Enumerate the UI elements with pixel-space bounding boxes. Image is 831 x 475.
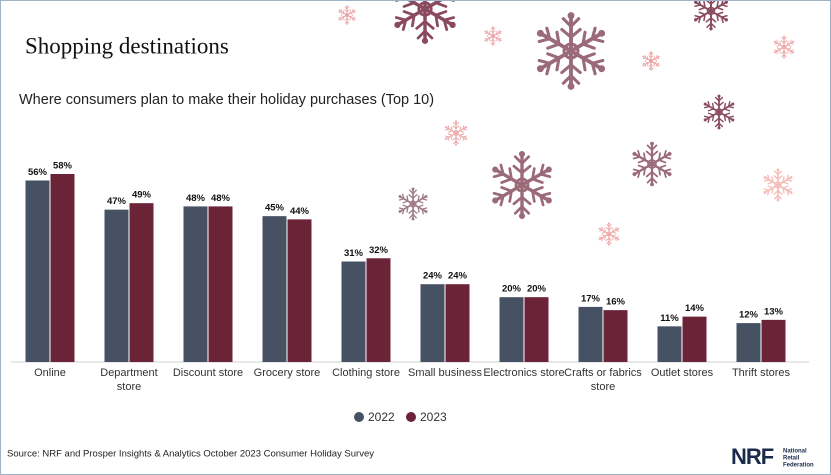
data-label: 48% [211, 193, 231, 204]
data-label: 32% [369, 245, 389, 256]
data-label: 16% [606, 297, 626, 308]
bar [50, 174, 75, 362]
data-label: 45% [265, 203, 285, 214]
data-label: 24% [448, 271, 468, 282]
bar [366, 258, 391, 362]
logo-text: National [783, 449, 807, 455]
source: Source: NRF and Prosper Insights & Analy… [7, 449, 374, 460]
bar [499, 297, 524, 362]
data-label: 24% [423, 271, 443, 282]
data-label: 14% [685, 303, 705, 314]
x-tick-label: Thrift stores [731, 367, 791, 379]
data-label: 13% [764, 306, 784, 317]
bar [524, 297, 549, 362]
bar [420, 284, 445, 362]
bar [578, 306, 603, 362]
x-tick-label: Discount store [172, 367, 244, 379]
data-label: 58% [53, 161, 73, 172]
x-tick-label: Outlet stores [650, 367, 714, 379]
bar [657, 326, 682, 362]
bar [761, 319, 786, 362]
bar [287, 219, 312, 362]
data-label: 11% [660, 313, 679, 324]
legend-label: 2023 [420, 410, 447, 424]
data-label: 12% [739, 310, 759, 321]
x-tick-label: Online [34, 367, 66, 379]
x-tick-label: Grocery store [253, 367, 321, 379]
data-label: 44% [290, 206, 310, 217]
x-tick-label: Small business [408, 367, 482, 379]
legend-swatch [406, 412, 416, 422]
bar [104, 209, 129, 362]
bar [25, 180, 50, 362]
data-label: 20% [502, 284, 522, 295]
logo-text: Retail [783, 456, 800, 462]
logo-mark: NRF [731, 444, 774, 469]
data-label: 49% [132, 190, 152, 201]
bar [445, 284, 470, 362]
legend-swatch [354, 412, 364, 422]
bar [129, 203, 154, 362]
decoration [338, 1, 796, 246]
data-label: 20% [527, 284, 547, 295]
data-label: 56% [28, 167, 48, 178]
chart-subtitle: Where consumers plan to make their holid… [19, 92, 434, 108]
chart-title: Shopping destinations [25, 33, 229, 58]
data-label: 17% [581, 293, 601, 304]
data-label: 48% [186, 193, 206, 204]
x-tick-label: Department store [100, 367, 158, 393]
data-label: 47% [107, 196, 127, 207]
bar [341, 261, 366, 362]
legend-label: 2022 [368, 410, 395, 424]
bar [208, 206, 233, 362]
bar [603, 310, 628, 362]
bar [736, 323, 761, 362]
logo-text: Federation [783, 463, 814, 469]
data-label: 31% [344, 248, 364, 259]
x-tick-label: Crafts or fabrics store [564, 367, 642, 393]
x-tick-label: Electronics store [483, 367, 565, 379]
x-tick-label: Clothing store [332, 367, 400, 379]
bar [682, 316, 707, 362]
bar [183, 206, 208, 362]
bar [262, 216, 287, 362]
